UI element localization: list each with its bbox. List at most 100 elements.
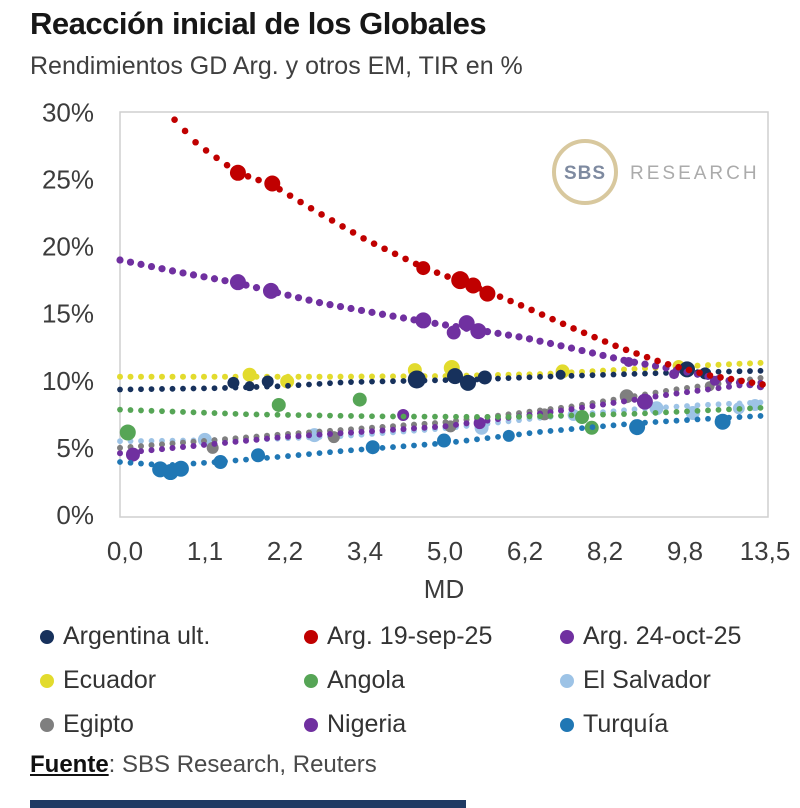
- svg-text:1,1: 1,1: [187, 536, 223, 566]
- data-point: [119, 424, 136, 441]
- series-turqu-a: [117, 413, 764, 481]
- data-point: [415, 312, 432, 329]
- legend-marker-icon: [304, 717, 318, 732]
- legend-label: Angola: [327, 666, 405, 694]
- data-point: [352, 392, 367, 407]
- legend-item-egipto: Egipto: [40, 708, 304, 741]
- x-axis-title: MD: [424, 574, 464, 604]
- data-point: [447, 368, 464, 385]
- legend-marker-icon: [40, 673, 54, 688]
- data-point: [172, 460, 189, 477]
- logo-ring-icon: [552, 139, 618, 205]
- svg-text:30%: 30%: [42, 97, 94, 127]
- data-point: [669, 369, 680, 380]
- svg-text:SBS: SBS: [564, 163, 606, 184]
- svg-text:15%: 15%: [42, 299, 94, 329]
- legend-item-arg-24-oct-25: Arg. 24-oct-25: [560, 620, 795, 653]
- legend-label: Arg. 19-sep-25: [327, 622, 493, 650]
- page-title: Reacción inicial de los Globales: [30, 6, 487, 41]
- data-point: [446, 325, 461, 340]
- data-point: [365, 440, 380, 455]
- legend-item-ecuador: Ecuador: [40, 664, 304, 697]
- source-note: Fuente: SBS Research, Reuters: [30, 751, 377, 779]
- svg-text:13,5: 13,5: [740, 536, 791, 566]
- data-point: [629, 419, 646, 436]
- data-point: [473, 417, 486, 430]
- legend-label: Turquía: [583, 710, 669, 738]
- y-axis-labels: 0% 5% 10% 15% 20% 25% 30%: [42, 97, 94, 530]
- data-point: [575, 410, 590, 425]
- scatter-chart-svg: 0% 5% 10% 15% 20% 25% 30% 0,0 1,1 2,2 3,4 5,0 6,2 8,2…: [42, 97, 790, 604]
- legend-label: Argentina ult.: [63, 622, 211, 650]
- data-point: [470, 323, 487, 340]
- data-point: [437, 433, 451, 448]
- data-point: [458, 315, 475, 332]
- bottom-cropped-banner: [30, 800, 466, 808]
- series-arg-19-sep-25: [171, 116, 766, 388]
- data-point: [227, 376, 240, 389]
- data-point: [459, 374, 476, 391]
- data-point: [502, 429, 515, 442]
- data-point: [479, 285, 496, 302]
- page-subtitle: Rendimientos GD Arg. y otros EM, TIR en …: [30, 52, 523, 80]
- data-point: [271, 397, 286, 412]
- data-point: [636, 393, 653, 410]
- legend-item-argentina-ult-: Argentina ult.: [40, 620, 304, 653]
- data-point: [416, 261, 431, 276]
- svg-text:2,2: 2,2: [267, 536, 303, 566]
- svg-text:5,0: 5,0: [427, 536, 463, 566]
- data-point: [477, 370, 492, 385]
- svg-text:9,8: 9,8: [667, 536, 703, 566]
- svg-text:20%: 20%: [42, 232, 94, 262]
- data-point: [251, 448, 266, 463]
- data-point: [407, 370, 426, 389]
- data-point: [451, 271, 470, 290]
- legend-marker-icon: [304, 629, 318, 644]
- data-point: [213, 454, 228, 469]
- legend-label: Egipto: [63, 710, 134, 738]
- legend-marker-icon: [560, 673, 574, 688]
- chart-area: 0% 5% 10% 15% 20% 25% 30% 0,0 1,1 2,2 3,4 5,0 6,2 8,2…: [0, 96, 800, 611]
- data-point: [229, 164, 246, 181]
- legend-marker-icon: [560, 629, 574, 644]
- legend-label: Ecuador: [63, 666, 157, 694]
- data-point: [555, 369, 566, 380]
- legend-item-angola: Angola: [304, 664, 560, 697]
- legend-label: Arg. 24-oct-25: [583, 622, 742, 650]
- svg-text:10%: 10%: [42, 366, 94, 396]
- data-point: [709, 375, 720, 386]
- legend-item-nigeria: Nigeria: [304, 708, 560, 741]
- legend-item-el-salvador: El Salvador: [560, 664, 795, 697]
- data-point: [623, 357, 634, 368]
- svg-text:RESEARCH: RESEARCH: [630, 163, 760, 184]
- series-arg-24-oct-25: [116, 256, 765, 391]
- data-point: [465, 277, 482, 294]
- data-point: [125, 447, 140, 462]
- data-point: [244, 381, 255, 392]
- data-point: [261, 375, 274, 388]
- legend-item-arg-19-sep-25: Arg. 19-sep-25: [304, 620, 560, 653]
- data-point: [262, 282, 279, 299]
- svg-text:0%: 0%: [56, 500, 94, 530]
- data-point: [229, 274, 246, 291]
- legend-item-turqu-a: Turquía: [560, 708, 795, 741]
- source-label: Fuente: [30, 751, 109, 778]
- data-point: [264, 175, 281, 192]
- legend-marker-icon: [40, 629, 54, 644]
- plot-border: [119, 111, 769, 518]
- x-axis-labels: 0,0 1,1 2,2 3,4 5,0 6,2 8,2 9,8 13,5 MD: [107, 536, 790, 604]
- legend-label: Nigeria: [327, 710, 407, 738]
- svg-text:6,2: 6,2: [507, 536, 543, 566]
- svg-text:25%: 25%: [42, 165, 94, 195]
- legend-marker-icon: [560, 717, 574, 732]
- svg-text:0,0: 0,0: [107, 536, 143, 566]
- legend-marker-icon: [304, 673, 318, 688]
- data-point: [714, 413, 731, 430]
- svg-text:5%: 5%: [56, 433, 94, 463]
- svg-text:8,2: 8,2: [587, 536, 623, 566]
- sbs-research-logo: SBS RESEARCH: [552, 139, 760, 205]
- data-point: [242, 367, 257, 382]
- source-text: : SBS Research, Reuters: [108, 751, 377, 778]
- legend-label: El Salvador: [583, 666, 711, 694]
- chart-legend: Argentina ult. Arg. 19-sep-25 Arg. 24-oct-…: [40, 620, 795, 741]
